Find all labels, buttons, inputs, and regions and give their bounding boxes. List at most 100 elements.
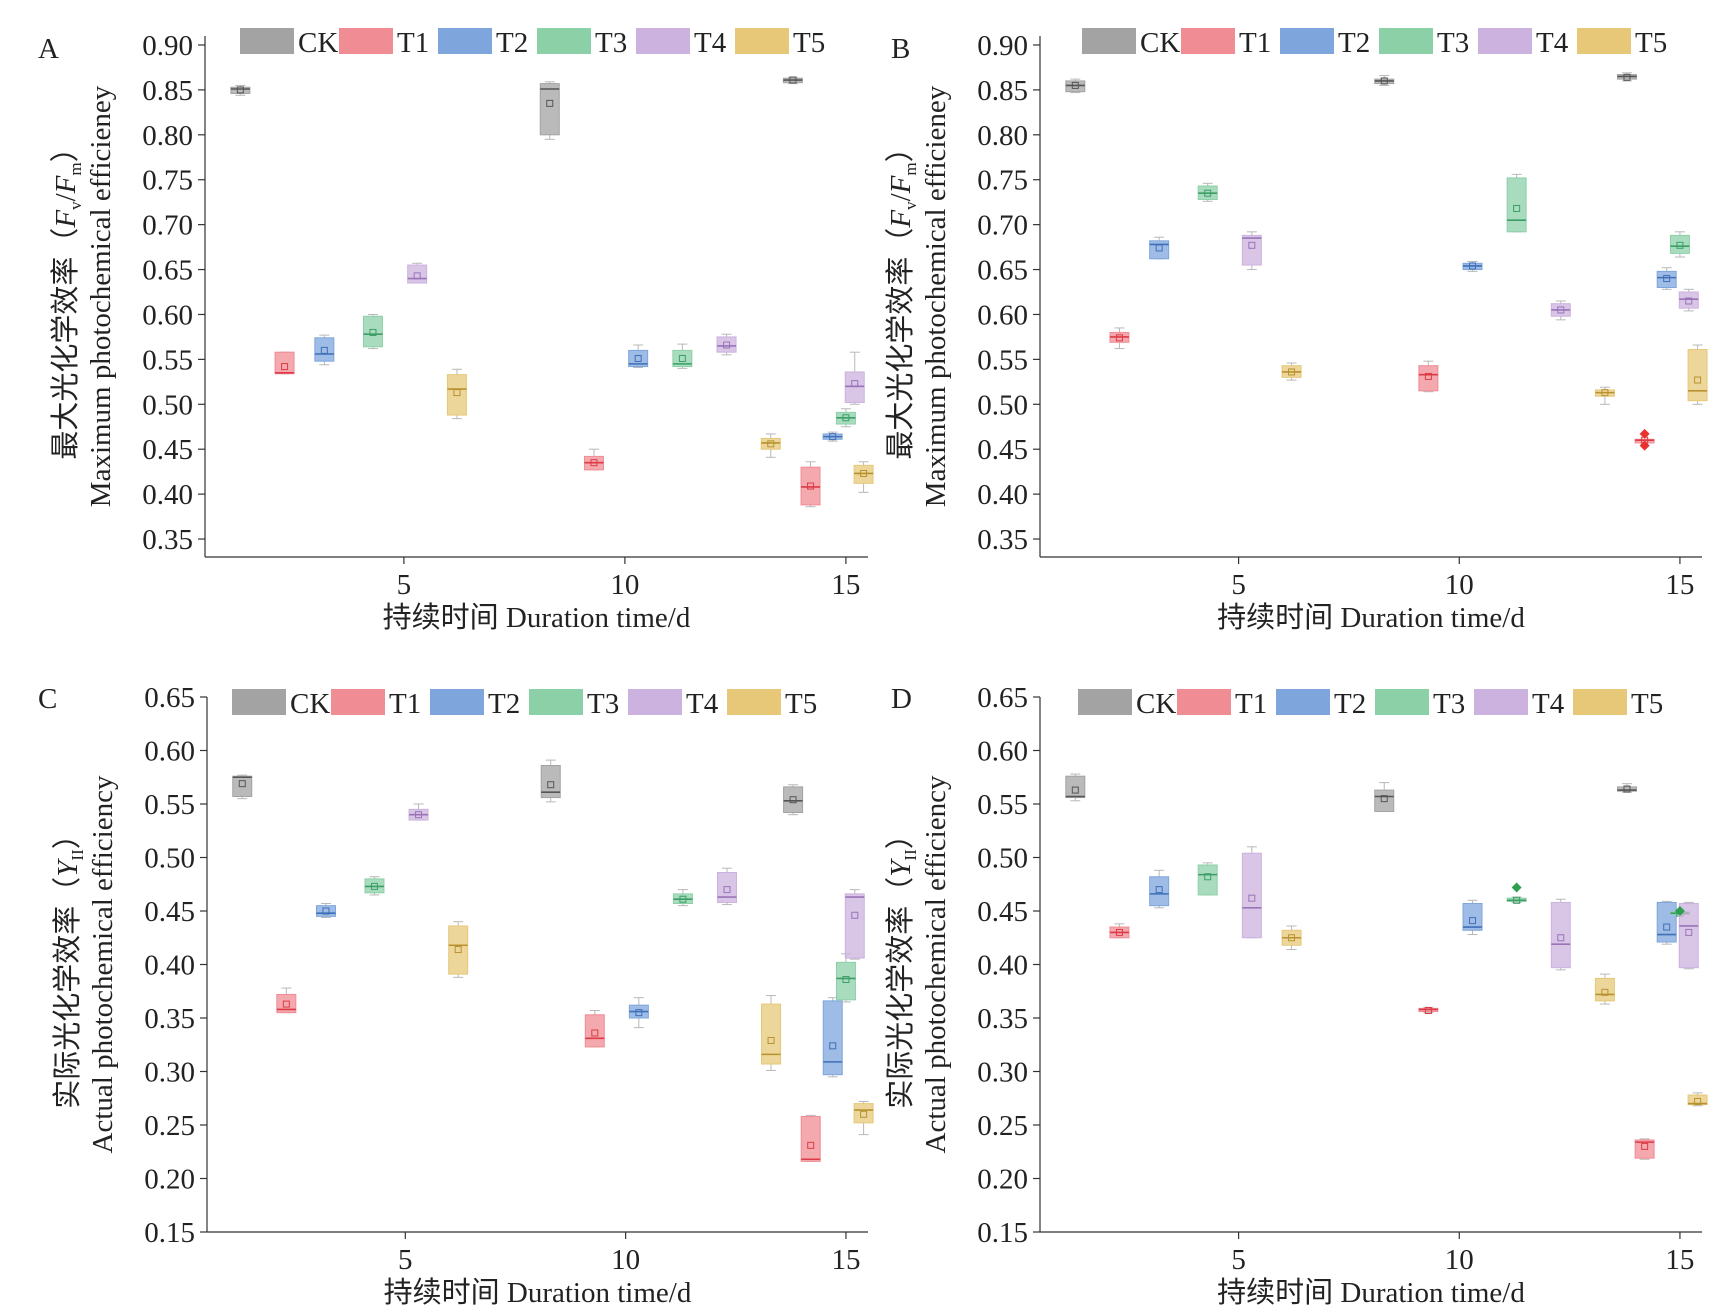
legend-swatch-t1 (1177, 689, 1231, 715)
box-mean-marker (281, 363, 289, 371)
box-t1 (1109, 327, 1130, 350)
box-ck (539, 81, 560, 140)
box-mean-marker (807, 1141, 815, 1149)
box-body (844, 371, 865, 403)
box-mean-marker (546, 99, 554, 107)
box-t4 (1241, 846, 1262, 939)
legend-label-t5: T5 (793, 27, 825, 59)
y-tick-label: 0.50 (977, 843, 1028, 875)
box-body (1462, 903, 1483, 931)
y-tick-label: 0.25 (977, 1110, 1028, 1142)
box-mean-marker (1685, 297, 1693, 305)
box-t2 (1149, 869, 1170, 909)
box-t5 (1594, 973, 1615, 1005)
box-mean-marker (1663, 275, 1671, 283)
y-tick-label: 0.45 (977, 896, 1028, 928)
outlier-point (1639, 428, 1650, 439)
legend-label-t5: T5 (1635, 27, 1667, 59)
box-mean-marker (842, 414, 850, 422)
legend-label-t3: T3 (595, 27, 627, 59)
y-axis-title-symbol: F (50, 210, 82, 229)
box-mean-marker (1557, 934, 1565, 942)
box-mean-marker (789, 76, 797, 84)
legend-swatch-t2 (1276, 689, 1330, 715)
box-ck (1374, 75, 1395, 86)
y-axis-title-sub1: II (68, 849, 87, 861)
y-tick-label: 0.50 (977, 389, 1028, 421)
box-body (314, 337, 335, 362)
x-tick-label: 15 (1665, 569, 1694, 601)
panel-letter: B (891, 33, 910, 65)
box-mean-marker (282, 1000, 290, 1008)
y-tick-label: 0.40 (977, 479, 1028, 511)
box-t5 (760, 433, 781, 458)
box-body (1418, 365, 1439, 392)
box-mean-marker (842, 975, 850, 983)
box-mean-marker (1676, 241, 1684, 249)
x-tick-label: 5 (397, 569, 412, 601)
box-t2 (822, 997, 843, 1078)
legend-label-t2: T2 (496, 27, 528, 59)
legend-label-t3: T3 (587, 688, 619, 720)
box-mean-marker (829, 433, 837, 441)
box-body (274, 351, 295, 375)
box-t1 (1418, 360, 1439, 393)
box-mean-marker (1115, 334, 1123, 342)
box-mean-marker (1601, 389, 1609, 397)
box-body (584, 1014, 605, 1048)
box-mean-marker (851, 911, 859, 919)
box-mean-marker (767, 440, 775, 448)
box-t3 (1506, 173, 1527, 233)
legend-label-t4: T4 (686, 688, 719, 720)
y-tick-label: 0.40 (144, 950, 195, 982)
y-tick-label: 0.90 (977, 30, 1028, 62)
box-t5 (1281, 925, 1302, 951)
y-axis-title-cn-text: 最大光化学效率（ (884, 228, 917, 460)
y-tick-label: 0.25 (144, 1110, 195, 1142)
y-axis-title-cn-text: 实际光化学效率（ (884, 877, 917, 1109)
y-axis-title-en: Maximum photochemical efficieney (920, 85, 952, 507)
legend-swatch-ck (232, 689, 286, 715)
y-tick-label: 0.85 (977, 75, 1028, 107)
panel-letter: A (38, 33, 59, 65)
box-body (800, 466, 821, 506)
legend-swatch-t4 (1474, 689, 1528, 715)
y-tick-label: 0.75 (142, 165, 193, 197)
y-tick-label: 0.55 (142, 344, 193, 376)
y-axis-title-en: Maximum photochemical efficieney (85, 85, 117, 507)
y-axis-title-cn-text: 最大光化学效率（ (49, 228, 82, 460)
y-axis-title-close: ） (52, 820, 84, 849)
y-axis-title-symbol-2: F (50, 175, 82, 194)
box-t3 (1197, 862, 1218, 896)
x-tick-label: 15 (1665, 1244, 1694, 1276)
y-tick-label: 0.80 (142, 120, 193, 152)
y-tick-label: 0.70 (977, 210, 1028, 242)
y-tick-label: 0.20 (144, 1164, 195, 1196)
box-body (1241, 234, 1262, 266)
y-tick-label: 0.55 (977, 789, 1028, 821)
box-t2 (1462, 260, 1483, 272)
box-mean-marker (1601, 988, 1609, 996)
y-tick-label: 0.45 (144, 896, 195, 928)
box-ck (1616, 783, 1637, 793)
box-mean-marker (1663, 923, 1671, 931)
box-t1 (584, 1010, 605, 1048)
legend-label-t3: T3 (1433, 688, 1465, 720)
box-t3 (835, 953, 856, 1003)
x-tick-label: 5 (1231, 1244, 1246, 1276)
box-mean-marker (1288, 368, 1296, 376)
y-tick-label: 0.30 (977, 1057, 1028, 1089)
box-t2 (628, 997, 649, 1029)
y-tick-label: 0.55 (977, 344, 1028, 376)
y-axis-title-cn: 实际光化学效率（YII） (51, 820, 87, 1109)
y-axis-title-sub1: v (901, 201, 920, 210)
legend-label-t4: T4 (694, 27, 727, 59)
box-t3 (362, 313, 383, 350)
y-tick-label: 0.75 (977, 165, 1028, 197)
box-t2 (315, 903, 336, 918)
box-t3 (1197, 182, 1218, 202)
box-body (1678, 291, 1699, 309)
panel-b: B 0.35 0.40 0.45 0.50 0.55 0.60 0.65 0.70 0.75 0.8… (884, 27, 1708, 634)
box-t5 (448, 921, 469, 978)
legend: CK T1 T2 T3 T4 T5 (1082, 27, 1667, 59)
